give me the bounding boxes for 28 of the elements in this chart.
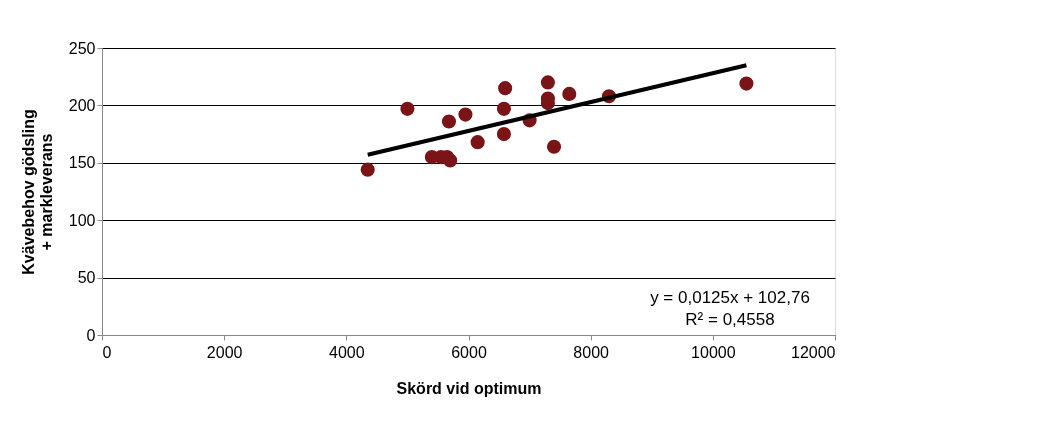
point — [540, 75, 555, 90]
x-tick-label: 4000 — [329, 343, 365, 361]
y-tick-label: 0 — [86, 326, 96, 344]
point — [562, 86, 577, 101]
y-tick-label: 250 — [68, 39, 96, 57]
x-tick-label: 10000 — [691, 343, 736, 361]
y-axis-title: Kvävebehov gödsling + markleverans — [19, 109, 55, 275]
point — [739, 76, 754, 91]
x-tick-label: 8000 — [573, 343, 610, 361]
point — [400, 101, 415, 116]
y-tick-label: 50 — [77, 269, 96, 287]
x-axis-title: Skörd vid optimum — [396, 379, 542, 397]
point — [498, 81, 513, 96]
x-tick-label: 2000 — [206, 343, 243, 361]
point — [496, 127, 511, 142]
point — [546, 139, 562, 154]
x-tick-label: 6000 — [451, 343, 487, 361]
point — [470, 135, 485, 150]
point — [458, 107, 473, 122]
annotation: y = 0,0125x + 102,76 R² = 0,4558 — [650, 288, 810, 329]
point — [360, 162, 375, 177]
point — [441, 114, 457, 129]
y-tick-label: 100 — [68, 211, 96, 229]
x-tick-label: 12000 — [791, 343, 836, 361]
y-tick-label: 150 — [68, 154, 96, 172]
x-tick-label: 0 — [102, 343, 112, 361]
y-tick-label: 200 — [68, 96, 96, 114]
point — [496, 101, 511, 116]
